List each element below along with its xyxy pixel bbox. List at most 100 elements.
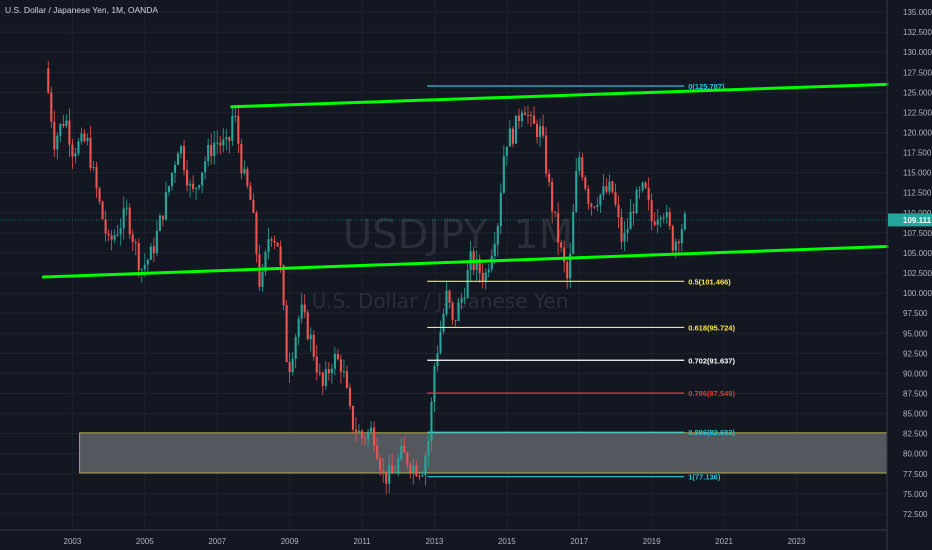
candle-body xyxy=(300,304,303,319)
candle-body xyxy=(475,259,478,270)
time-axis[interactable]: 2003 2005 2007 2009 2011 2013 2015 2017 2019 2021… xyxy=(64,537,806,546)
candle-body xyxy=(273,240,276,243)
price-tick-label: 120.000 xyxy=(903,129,932,138)
candle-body xyxy=(614,192,617,205)
candle-body xyxy=(134,242,137,244)
candle-body xyxy=(348,387,352,406)
watermark-symbol: USDJPY, 1M xyxy=(343,212,573,258)
candle-body xyxy=(360,430,364,439)
candle-body xyxy=(587,188,590,204)
trendlines[interactable] xyxy=(41,82,889,279)
candle-body xyxy=(198,185,201,188)
candle-body xyxy=(62,123,65,126)
candle-body xyxy=(176,153,180,165)
candle-body xyxy=(288,362,291,373)
price-tick-label: 125.000 xyxy=(903,88,932,97)
candle-body xyxy=(403,445,406,453)
candle-body xyxy=(560,242,563,248)
candle-body xyxy=(173,164,177,173)
candle-body xyxy=(228,137,231,141)
price-axis[interactable]: 135.000 132.500 130.000 127.500 125.000 122.5… xyxy=(903,8,932,519)
time-tick-label: 2003 xyxy=(64,537,82,546)
candle-body xyxy=(608,181,611,192)
price-tick-label: 110.000 xyxy=(903,209,932,218)
support-zone-rect[interactable] xyxy=(79,432,888,474)
candle-body xyxy=(318,372,321,374)
candle-body xyxy=(415,465,418,476)
fib-label: 0.5(101.466) xyxy=(688,277,731,286)
candle-body xyxy=(484,272,487,282)
trendline[interactable] xyxy=(230,82,889,109)
price-tick-label: 122.500 xyxy=(903,108,932,117)
candle-body xyxy=(644,182,647,188)
trendline[interactable] xyxy=(41,245,889,279)
candle-body xyxy=(110,235,113,240)
candle-body xyxy=(192,183,195,189)
candle-body xyxy=(400,445,403,460)
candle-body xyxy=(125,207,128,209)
candle-body xyxy=(382,470,385,472)
candle-body xyxy=(291,358,294,373)
candle-body xyxy=(339,359,342,372)
candle-body xyxy=(309,334,312,340)
candle-body xyxy=(529,115,533,117)
candle-body xyxy=(572,211,575,254)
candle-body xyxy=(674,241,677,251)
candle-body xyxy=(107,233,110,236)
candle-body xyxy=(210,144,213,156)
fib-label: 0.886(82.683) xyxy=(688,428,735,437)
time-tick-label: 2005 xyxy=(136,537,154,546)
candle-body xyxy=(548,173,551,182)
candle-body xyxy=(373,427,376,446)
candle-body xyxy=(336,353,339,360)
candle-body xyxy=(74,153,77,157)
fib-label: 0.786(87.549) xyxy=(688,389,735,398)
candle-body xyxy=(439,331,442,354)
candle-body xyxy=(95,166,98,189)
price-tick-label: 100.000 xyxy=(903,289,932,298)
candle-body xyxy=(237,116,240,144)
price-zone[interactable] xyxy=(79,432,888,474)
candle-body xyxy=(240,143,243,174)
candle-body xyxy=(566,262,569,279)
candle-body xyxy=(454,319,457,321)
fib-levels[interactable]: 0(125.787) 0.5(101.466) 0.618(95.724) 0.702… xyxy=(427,82,735,482)
candle-body xyxy=(505,146,508,157)
candle-body xyxy=(59,123,62,136)
candle-body xyxy=(216,142,219,144)
candle-body xyxy=(149,246,152,260)
candle-body xyxy=(457,302,460,321)
price-tick-label: 105.000 xyxy=(903,249,932,258)
price-tick-label: 80.000 xyxy=(903,450,928,459)
candle-body xyxy=(535,123,539,138)
price-tick-label: 90.000 xyxy=(903,369,928,378)
candle-body xyxy=(327,369,330,374)
time-tick-label: 2017 xyxy=(570,537,588,546)
candle-body xyxy=(122,208,125,229)
candle-body xyxy=(653,221,656,225)
candle-body xyxy=(164,192,167,220)
candle-body xyxy=(195,187,198,189)
last-price-label: 109.111 xyxy=(903,216,932,225)
candle-body xyxy=(376,445,379,459)
candle-body xyxy=(502,156,505,193)
candle-body xyxy=(270,239,273,241)
candle-body xyxy=(581,157,584,178)
candle-body xyxy=(225,137,228,140)
candle-body xyxy=(285,305,288,363)
candle-body xyxy=(647,187,650,201)
candle-body xyxy=(545,135,548,174)
candle-body xyxy=(264,251,267,272)
candle-body xyxy=(478,259,481,273)
candle-body xyxy=(590,203,593,207)
candle-body xyxy=(611,181,614,193)
chart-title: U.S. Dollar / Japanese Yen, 1M, OANDA xyxy=(5,5,158,15)
candle-body xyxy=(231,116,234,141)
candle-body xyxy=(665,212,668,218)
candle-body xyxy=(409,465,412,473)
candle-body xyxy=(219,142,222,146)
candle-body xyxy=(279,246,282,266)
candle-body xyxy=(584,177,587,189)
candle-body xyxy=(671,226,674,251)
